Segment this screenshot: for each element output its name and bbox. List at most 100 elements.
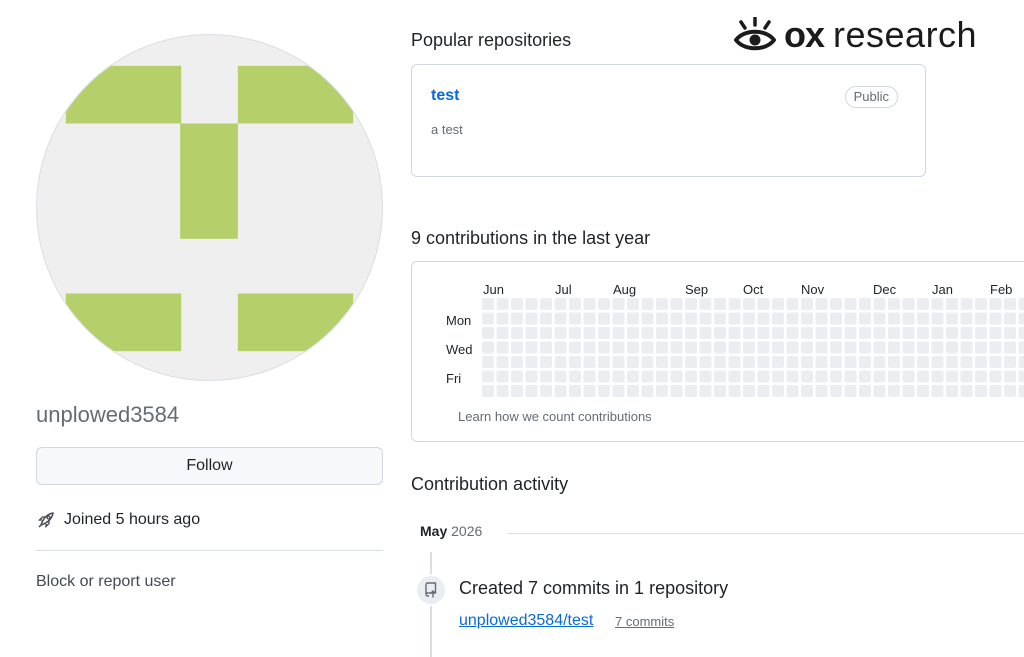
contribution-day-cell[interactable] bbox=[757, 298, 770, 310]
contribution-day-cell[interactable] bbox=[511, 327, 523, 339]
contribution-day-cell[interactable] bbox=[685, 370, 697, 383]
contribution-day-cell[interactable] bbox=[859, 298, 871, 310]
contribution-day-cell[interactable] bbox=[598, 341, 610, 354]
contribution-day-cell[interactable] bbox=[670, 356, 683, 368]
contribution-day-cell[interactable] bbox=[830, 385, 842, 397]
contribution-day-cell[interactable] bbox=[583, 370, 596, 383]
contribution-day-cell[interactable] bbox=[757, 385, 770, 397]
contribution-day-cell[interactable] bbox=[772, 356, 784, 368]
contribution-day-cell[interactable] bbox=[946, 370, 958, 383]
contribution-day-cell[interactable] bbox=[569, 298, 581, 310]
contribution-day-cell[interactable] bbox=[598, 385, 610, 397]
contribution-day-cell[interactable] bbox=[728, 356, 741, 368]
contribution-day-cell[interactable] bbox=[873, 312, 886, 325]
contribution-day-cell[interactable] bbox=[801, 298, 813, 310]
contribution-day-cell[interactable] bbox=[772, 385, 784, 397]
contribution-day-cell[interactable] bbox=[902, 327, 915, 339]
contribution-day-cell[interactable] bbox=[917, 370, 929, 383]
contribution-day-cell[interactable] bbox=[888, 298, 900, 310]
contribution-day-cell[interactable] bbox=[525, 298, 538, 310]
contribution-day-cell[interactable] bbox=[714, 385, 726, 397]
contribution-day-cell[interactable] bbox=[583, 356, 596, 368]
contribution-day-cell[interactable] bbox=[801, 370, 813, 383]
contribution-day-cell[interactable] bbox=[931, 327, 944, 339]
commit-count-link[interactable]: 7 commits bbox=[615, 614, 675, 629]
contribution-day-cell[interactable] bbox=[728, 312, 741, 325]
contribution-day-cell[interactable] bbox=[583, 385, 596, 397]
contribution-day-cell[interactable] bbox=[989, 298, 1002, 310]
contribution-day-cell[interactable] bbox=[815, 356, 828, 368]
contribution-day-cell[interactable] bbox=[482, 341, 494, 354]
contribution-day-cell[interactable] bbox=[496, 385, 509, 397]
contribution-day-cell[interactable] bbox=[786, 312, 799, 325]
contribution-day-cell[interactable] bbox=[612, 327, 625, 339]
contribution-day-cell[interactable] bbox=[656, 385, 668, 397]
contribution-day-cell[interactable] bbox=[699, 312, 712, 325]
contribution-day-cell[interactable] bbox=[612, 370, 625, 383]
contribution-day-cell[interactable] bbox=[989, 370, 1002, 383]
contribution-day-cell[interactable] bbox=[743, 298, 755, 310]
contribution-day-cell[interactable] bbox=[554, 298, 567, 310]
contribution-day-cell[interactable] bbox=[482, 370, 494, 383]
contribution-day-cell[interactable] bbox=[743, 385, 755, 397]
contribution-day-cell[interactable] bbox=[931, 385, 944, 397]
contribution-day-cell[interactable] bbox=[714, 370, 726, 383]
contribution-day-cell[interactable] bbox=[931, 341, 944, 354]
contribution-day-cell[interactable] bbox=[612, 385, 625, 397]
contribution-day-cell[interactable] bbox=[525, 341, 538, 354]
contribution-day-cell[interactable] bbox=[888, 327, 900, 339]
contribution-day-cell[interactable] bbox=[641, 327, 654, 339]
contribution-day-cell[interactable] bbox=[873, 327, 886, 339]
contribution-day-cell[interactable] bbox=[989, 385, 1002, 397]
contribution-day-cell[interactable] bbox=[960, 298, 973, 310]
contribution-day-cell[interactable] bbox=[830, 341, 842, 354]
contribution-day-cell[interactable] bbox=[902, 385, 915, 397]
contribution-day-cell[interactable] bbox=[598, 356, 610, 368]
contribution-day-cell[interactable] bbox=[685, 312, 697, 325]
contribution-day-cell[interactable] bbox=[931, 370, 944, 383]
contribution-day-cell[interactable] bbox=[714, 341, 726, 354]
contribution-day-cell[interactable] bbox=[757, 341, 770, 354]
contribution-day-cell[interactable] bbox=[641, 356, 654, 368]
contribution-day-cell[interactable] bbox=[888, 341, 900, 354]
contribution-day-cell[interactable] bbox=[801, 356, 813, 368]
contribution-day-cell[interactable] bbox=[859, 370, 871, 383]
contribution-day-cell[interactable] bbox=[815, 370, 828, 383]
contribution-day-cell[interactable] bbox=[989, 341, 1002, 354]
contribution-day-cell[interactable] bbox=[511, 298, 523, 310]
contribution-day-cell[interactable] bbox=[612, 298, 625, 310]
contribution-day-cell[interactable] bbox=[540, 327, 552, 339]
contribution-day-cell[interactable] bbox=[873, 298, 886, 310]
contribution-day-cell[interactable] bbox=[873, 370, 886, 383]
contribution-day-cell[interactable] bbox=[960, 327, 973, 339]
contribution-day-cell[interactable] bbox=[554, 312, 567, 325]
contribution-day-cell[interactable] bbox=[641, 312, 654, 325]
contribution-day-cell[interactable] bbox=[844, 356, 857, 368]
contribution-day-cell[interactable] bbox=[902, 298, 915, 310]
contribution-day-cell[interactable] bbox=[511, 312, 523, 325]
contribution-day-cell[interactable] bbox=[728, 298, 741, 310]
contribution-day-cell[interactable] bbox=[656, 327, 668, 339]
contribution-day-cell[interactable] bbox=[714, 312, 726, 325]
contribution-day-cell[interactable] bbox=[496, 312, 509, 325]
contribution-day-cell[interactable] bbox=[1018, 312, 1024, 325]
contribution-day-cell[interactable] bbox=[670, 370, 683, 383]
contribution-day-cell[interactable] bbox=[525, 385, 538, 397]
contribution-day-cell[interactable] bbox=[728, 327, 741, 339]
contribution-day-cell[interactable] bbox=[859, 356, 871, 368]
contribution-day-cell[interactable] bbox=[598, 370, 610, 383]
contribution-day-cell[interactable] bbox=[946, 385, 958, 397]
contribution-day-cell[interactable] bbox=[1018, 370, 1024, 383]
contribution-day-cell[interactable] bbox=[540, 341, 552, 354]
contribution-day-cell[interactable] bbox=[975, 385, 987, 397]
contribution-day-cell[interactable] bbox=[612, 341, 625, 354]
contribution-day-cell[interactable] bbox=[757, 327, 770, 339]
contribution-day-cell[interactable] bbox=[598, 298, 610, 310]
contribution-day-cell[interactable] bbox=[699, 385, 712, 397]
contribution-day-cell[interactable] bbox=[699, 370, 712, 383]
contribution-day-cell[interactable] bbox=[511, 356, 523, 368]
contribution-day-cell[interactable] bbox=[554, 341, 567, 354]
contribution-day-cell[interactable] bbox=[830, 327, 842, 339]
contribution-day-cell[interactable] bbox=[743, 370, 755, 383]
contribution-day-cell[interactable] bbox=[496, 370, 509, 383]
